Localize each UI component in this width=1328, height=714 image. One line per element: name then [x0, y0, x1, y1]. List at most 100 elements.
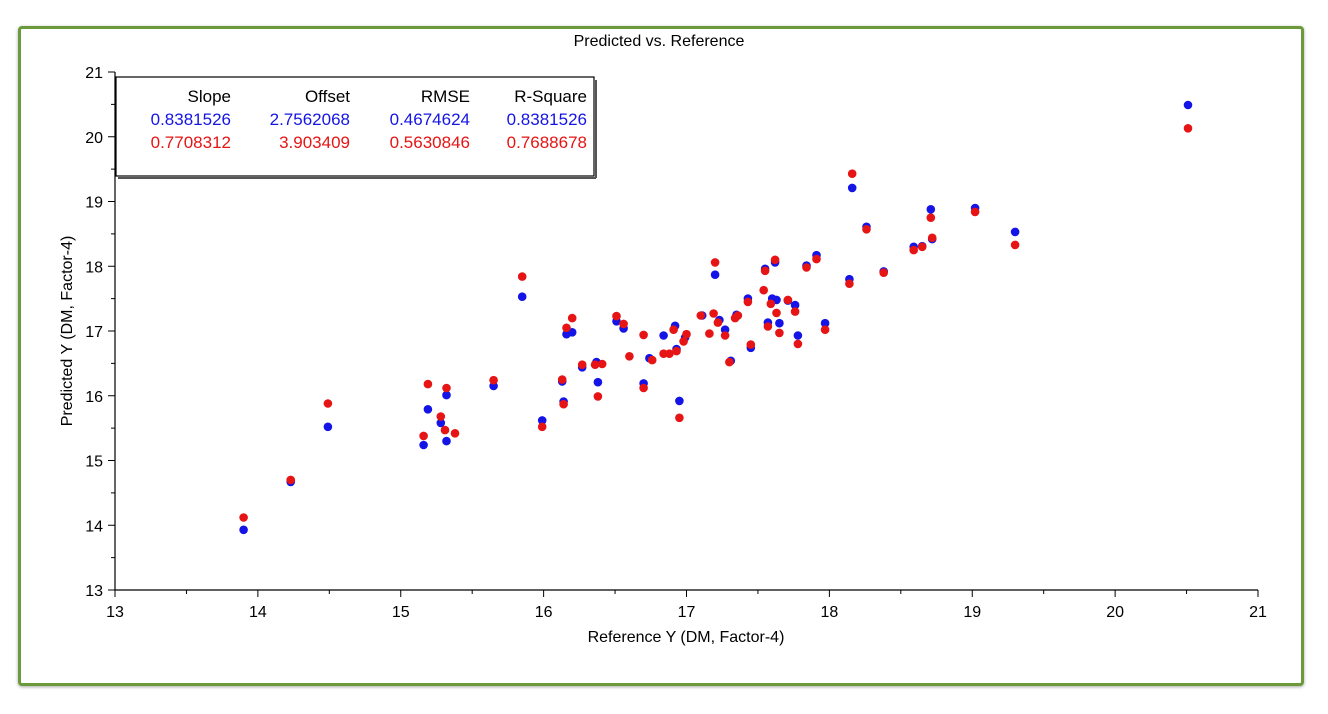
stats-header: Slope — [188, 87, 231, 106]
data-point — [619, 319, 628, 329]
data-point — [709, 309, 718, 318]
data-point — [590, 360, 600, 370]
x-tick-label: 14 — [249, 604, 267, 621]
data-point — [766, 299, 776, 309]
data-point — [323, 422, 333, 432]
y-tick-label: 13 — [85, 583, 103, 600]
y-tick-label: 19 — [85, 195, 103, 212]
stats-value: 0.5630846 — [390, 133, 470, 152]
data-point — [577, 360, 587, 370]
data-point — [567, 313, 577, 323]
data-point — [423, 379, 433, 389]
y-tick-label: 18 — [85, 259, 103, 276]
data-point — [802, 263, 811, 272]
data-point — [970, 207, 980, 217]
data-point — [775, 318, 784, 328]
x-tick-label: 19 — [963, 604, 981, 621]
data-point — [442, 436, 451, 446]
y-tick-label: 21 — [85, 65, 103, 82]
data-point — [419, 431, 428, 441]
data-point — [763, 322, 773, 331]
data-point — [710, 270, 720, 280]
data-point — [725, 357, 734, 367]
stats-value: 0.8381526 — [507, 110, 587, 129]
data-point — [759, 285, 768, 295]
data-point — [770, 255, 780, 265]
x-tick-label: 20 — [1106, 604, 1124, 621]
data-point — [682, 329, 691, 339]
data-point — [1183, 124, 1193, 133]
y-tick-label: 17 — [85, 324, 103, 341]
data-point — [926, 213, 936, 222]
data-point — [847, 183, 857, 193]
data-points — [239, 100, 1193, 535]
data-point — [790, 307, 800, 316]
data-point — [593, 377, 603, 387]
x-tick-label: 17 — [678, 604, 696, 621]
x-tick-label: 16 — [535, 604, 553, 621]
data-point — [675, 413, 684, 423]
data-point — [775, 328, 784, 338]
stats-value: 2.7562068 — [270, 110, 350, 129]
data-point — [679, 337, 688, 346]
data-point — [517, 292, 527, 302]
data-point — [442, 383, 451, 393]
data-point — [733, 311, 743, 320]
x-tick-label: 18 — [820, 604, 838, 621]
data-point — [647, 355, 657, 365]
data-point — [665, 349, 674, 359]
data-point — [669, 325, 678, 335]
data-point — [927, 233, 937, 243]
data-point — [879, 268, 888, 278]
stats-header: Offset — [305, 87, 350, 106]
data-point — [820, 325, 830, 335]
data-point — [720, 331, 730, 340]
data-point — [323, 399, 333, 408]
data-point — [696, 311, 706, 320]
data-point — [1010, 227, 1020, 237]
stats-value: 3.903409 — [279, 133, 350, 152]
data-point — [625, 352, 634, 361]
stats-value: 0.7688678 — [507, 133, 587, 152]
data-point — [926, 205, 936, 214]
data-point — [597, 359, 607, 369]
stats-table: Slope Offset RMSE R-Square 0.8381526 2.756206… — [115, 76, 597, 179]
data-point — [705, 329, 714, 338]
data-point — [423, 405, 433, 414]
data-point — [812, 254, 821, 264]
data-point — [612, 311, 621, 321]
x-tick-label: 13 — [106, 604, 124, 621]
data-point — [675, 396, 684, 406]
stats-value: 0.4674624 — [390, 110, 470, 129]
data-point — [639, 383, 648, 393]
data-point — [557, 375, 567, 384]
y-tick-label: 15 — [85, 454, 103, 471]
data-point — [442, 390, 451, 400]
stats-value: 0.8381526 — [151, 110, 231, 129]
data-point — [537, 416, 547, 425]
data-point — [790, 300, 800, 310]
data-point — [847, 169, 857, 178]
stats-box-border — [115, 76, 595, 177]
x-axis-title: Reference Y (DM, Factor-4) — [588, 629, 785, 646]
data-point — [489, 375, 498, 385]
data-point — [793, 331, 803, 340]
data-point — [820, 318, 830, 328]
y-tick-label: 14 — [85, 518, 103, 535]
data-point — [286, 475, 296, 485]
data-point — [559, 399, 568, 409]
stats-header: R-Square — [514, 87, 587, 106]
data-point — [239, 525, 248, 535]
data-point — [746, 340, 756, 349]
data-point — [1010, 240, 1020, 250]
data-point — [659, 331, 668, 340]
data-point — [672, 346, 681, 356]
y-tick-label: 20 — [85, 130, 103, 147]
y-axis-title: Predicted Y (DM, Factor-4) — [59, 236, 76, 427]
data-point — [772, 308, 781, 318]
x-tick-label: 21 — [1249, 604, 1267, 621]
data-point — [760, 266, 770, 276]
data-point — [419, 440, 428, 450]
axes: 13 14 15 16 17 18 19 20 21 13 14 15 16 17 18 19 20 21 — [85, 65, 1267, 621]
